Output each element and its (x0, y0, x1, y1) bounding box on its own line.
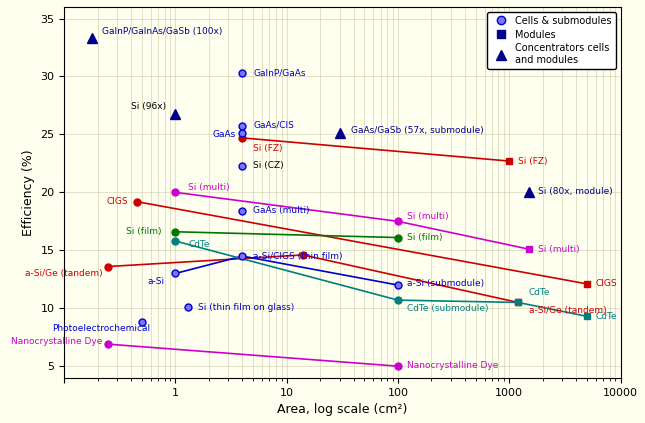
Text: Si (multi): Si (multi) (188, 183, 230, 192)
Text: CdTe: CdTe (596, 312, 617, 321)
Text: Si (80x, module): Si (80x, module) (538, 187, 612, 196)
Text: Nanocrystalline Dye: Nanocrystalline Dye (407, 360, 498, 370)
Text: Si (multi): Si (multi) (407, 212, 448, 221)
Text: GaInP/GaInAs/GaSb (100x): GaInP/GaInAs/GaSb (100x) (102, 27, 223, 36)
Text: a-Si/Ge (tandem): a-Si/Ge (tandem) (529, 306, 606, 315)
Text: a-Si: a-Si (148, 277, 164, 286)
Text: Si (thin film on glass): Si (thin film on glass) (198, 302, 294, 312)
Text: Si (CZ): Si (CZ) (253, 161, 284, 170)
Text: Si (multi): Si (multi) (538, 244, 579, 254)
Text: Photoelectrochemical: Photoelectrochemical (52, 324, 151, 333)
Text: GaInP/GaAs: GaInP/GaAs (253, 69, 306, 77)
Text: Nanocrystalline Dye: Nanocrystalline Dye (11, 338, 102, 346)
Text: CdTe: CdTe (188, 240, 210, 249)
Text: CdTe (submodule): CdTe (submodule) (407, 304, 488, 313)
Text: GaAs/CIS: GaAs/CIS (253, 120, 294, 129)
Text: Si (FZ): Si (FZ) (518, 157, 548, 165)
Text: GaAs (multi): GaAs (multi) (253, 206, 310, 215)
Text: CIGS: CIGS (596, 280, 617, 288)
Text: Si (film): Si (film) (407, 233, 442, 242)
Text: a-Si/CIGS (thin film): a-Si/CIGS (thin film) (253, 252, 342, 261)
Text: CIGS: CIGS (107, 197, 128, 206)
Y-axis label: Efficiency (%): Efficiency (%) (22, 149, 35, 236)
Legend: Cells & submodules, Modules, Concentrators cells
and modules: Cells & submodules, Modules, Concentrato… (487, 12, 616, 69)
Text: a-Si (submodule): a-Si (submodule) (407, 280, 484, 288)
Text: GaAs/GaSb (57x, submodule): GaAs/GaSb (57x, submodule) (351, 126, 484, 135)
Text: a-Si/Ge (tandem): a-Si/Ge (tandem) (25, 269, 102, 278)
X-axis label: Area, log scale (cm²): Area, log scale (cm²) (277, 403, 408, 416)
Text: Si (FZ): Si (FZ) (253, 144, 283, 153)
Text: Si (96x): Si (96x) (131, 102, 166, 111)
Text: Si (film): Si (film) (126, 227, 161, 236)
Text: CdTe: CdTe (529, 288, 550, 297)
Text: GaAs: GaAs (213, 130, 236, 139)
